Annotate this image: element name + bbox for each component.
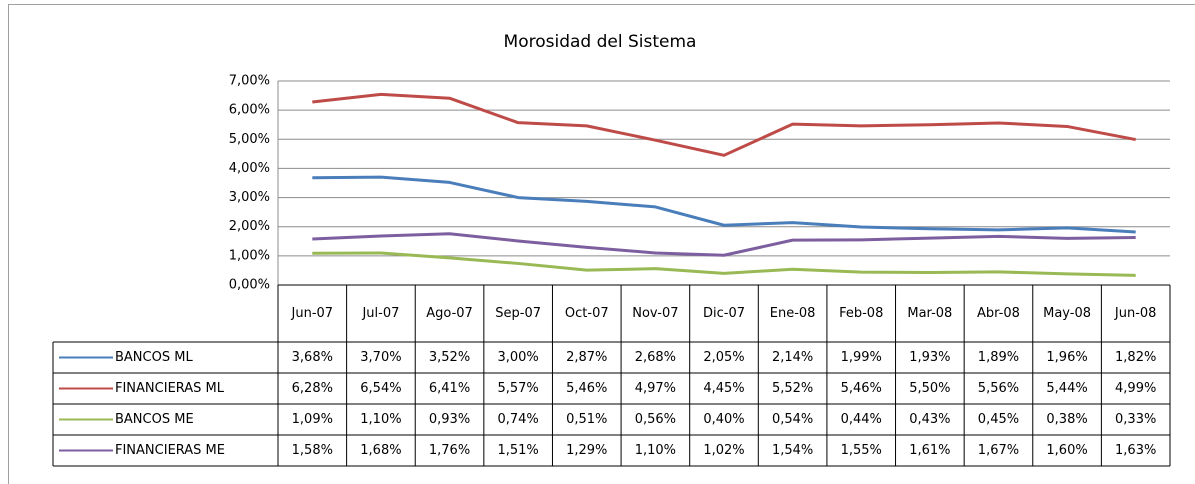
data-label: 1,63%	[1115, 443, 1156, 458]
series-line	[312, 175, 1136, 234]
data-label: 2,05%	[703, 350, 744, 365]
y-tick-label: 4,00%	[229, 161, 270, 176]
data-label: 1,51%	[497, 443, 538, 458]
data-label: 1,09%	[292, 412, 333, 427]
data-label: 3,70%	[360, 350, 401, 365]
data-label: 0,45%	[978, 412, 1019, 427]
x-tick-label: Jun-08	[1114, 306, 1157, 321]
data-label: 4,99%	[1115, 381, 1156, 396]
data-label: 1,96%	[1046, 350, 1087, 365]
data-label: 0,38%	[1046, 412, 1087, 427]
data-label: 6,54%	[360, 381, 401, 396]
data-label: 0,40%	[703, 412, 744, 427]
data-label: 1,68%	[360, 443, 401, 458]
data-label: 6,41%	[429, 381, 470, 396]
legend-label: FINANCIERAS ME	[115, 443, 225, 458]
data-label: 0,51%	[566, 412, 607, 427]
data-label: 0,44%	[841, 412, 882, 427]
data-label: 1,02%	[703, 443, 744, 458]
x-tick-label: Abr-08	[977, 306, 1020, 321]
data-label: 1,67%	[978, 443, 1019, 458]
x-tick-label: Sep-07	[495, 306, 541, 321]
series-line	[312, 92, 1136, 157]
x-tick-label: Ene-08	[770, 306, 816, 321]
data-label: 0,93%	[429, 412, 470, 427]
y-tick-label: 6,00%	[229, 103, 270, 118]
data-label: 1,61%	[909, 443, 950, 458]
data-label: 1,55%	[841, 443, 882, 458]
data-label: 5,44%	[1046, 381, 1087, 396]
series-line	[312, 251, 1136, 277]
x-tick-label: Nov-07	[632, 306, 678, 321]
data-label: 5,46%	[566, 381, 607, 396]
series-line	[312, 232, 1136, 257]
data-label: 2,87%	[566, 350, 607, 365]
data-label: 0,43%	[909, 412, 950, 427]
x-tick-label: Ago-07	[426, 306, 473, 321]
x-tick-label: May-08	[1043, 306, 1091, 321]
data-label: 5,56%	[978, 381, 1019, 396]
data-label: 0,56%	[635, 412, 676, 427]
data-label: 5,57%	[497, 381, 538, 396]
data-label: 1,99%	[841, 350, 882, 365]
y-tick-label: 0,00%	[229, 278, 270, 293]
data-label: 1,54%	[772, 443, 813, 458]
x-tick-label: Dic-07	[703, 306, 745, 321]
data-label: 4,45%	[703, 381, 744, 396]
data-label: 2,14%	[772, 350, 813, 365]
y-tick-label: 3,00%	[229, 190, 270, 205]
chart-title: Morosidad del Sistema	[504, 32, 697, 52]
data-label: 1,10%	[360, 412, 401, 427]
data-label: 1,89%	[978, 350, 1019, 365]
chart-frame	[8, 4, 1195, 484]
legend-label: BANCOS ML	[115, 350, 193, 365]
data-label: 1,60%	[1046, 443, 1087, 458]
y-tick-label: 5,00%	[229, 132, 270, 147]
data-label: 5,46%	[841, 381, 882, 396]
data-label: 1,58%	[292, 443, 333, 458]
data-label: 0,54%	[772, 412, 813, 427]
y-tick-label: 7,00%	[229, 74, 270, 89]
x-tick-label: Mar-08	[907, 306, 952, 321]
data-label: 4,97%	[635, 381, 676, 396]
legend-label: BANCOS ME	[115, 412, 194, 427]
x-tick-label: Jul-07	[361, 306, 399, 321]
x-tick-label: Feb-08	[839, 306, 883, 321]
data-label: 1,82%	[1115, 350, 1156, 365]
legend-label: FINANCIERAS ML	[115, 381, 225, 396]
data-label: 2,68%	[635, 350, 676, 365]
data-label: 1,10%	[635, 443, 676, 458]
data-label: 3,52%	[429, 350, 470, 365]
y-tick-label: 1,00%	[229, 248, 270, 263]
data-label: 5,50%	[909, 381, 950, 396]
data-label: 3,00%	[497, 350, 538, 365]
data-label: 5,52%	[772, 381, 813, 396]
x-tick-label: Jun-07	[291, 306, 334, 321]
data-label: 1,93%	[909, 350, 950, 365]
data-label: 6,28%	[292, 381, 333, 396]
data-label: 0,33%	[1115, 412, 1156, 427]
y-tick-label: 2,00%	[229, 219, 270, 234]
data-label: 1,29%	[566, 443, 607, 458]
x-tick-label: Oct-07	[565, 306, 609, 321]
data-label: 3,68%	[292, 350, 333, 365]
data-label: 0,74%	[497, 412, 538, 427]
data-label: 1,76%	[429, 443, 470, 458]
